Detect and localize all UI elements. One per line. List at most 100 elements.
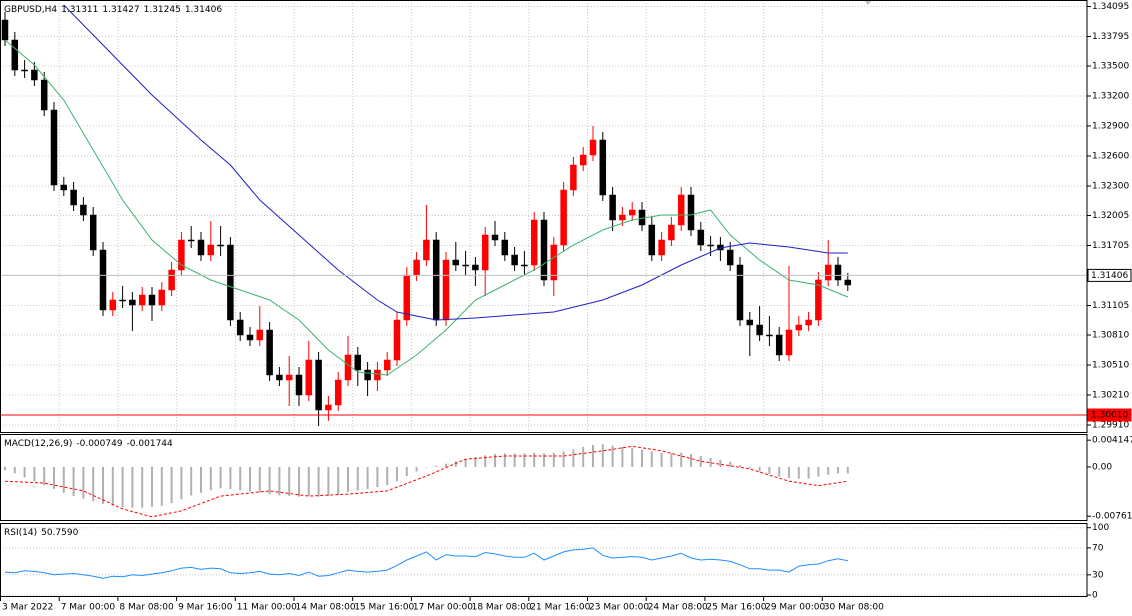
candle-body [766, 334, 773, 337]
y-tick-label: 1.33200 [1092, 92, 1129, 102]
candle-body [834, 264, 842, 281]
candle-body [442, 259, 450, 321]
candle-body [628, 209, 636, 216]
x-tick-label: 3 Mar 2022 [2, 603, 53, 613]
candle-body [560, 189, 567, 246]
candle-body [423, 239, 430, 261]
candle-body [119, 299, 126, 302]
x-tick-label: 14 Mar 08:00 [296, 603, 356, 613]
macd-bar [141, 466, 144, 508]
macd-bar [170, 466, 173, 504]
macd-bar [641, 449, 643, 467]
candle-body [374, 369, 381, 381]
price-label-box [1087, 268, 1132, 282]
macd-bar [366, 466, 369, 489]
macd-bar [778, 466, 781, 477]
candle-body [109, 299, 117, 311]
macd-bar [552, 452, 555, 467]
candle-body [756, 324, 763, 336]
x-tick-label: 23 Mar 00:00 [589, 603, 649, 613]
y-tick-label: 1.32005 [1092, 211, 1129, 221]
macd-bar [729, 461, 732, 467]
macd-bar [572, 449, 575, 467]
candle-body [168, 269, 175, 291]
candle-body [344, 354, 352, 381]
candle-body [736, 264, 744, 321]
macd-bar [23, 466, 26, 478]
candle-body [668, 224, 675, 241]
macd-bar [817, 466, 820, 477]
candle-body [1, 19, 9, 41]
x-tick-label: 17 Mar 00:00 [413, 603, 473, 613]
candle-body [148, 294, 156, 306]
macd-bar [180, 466, 183, 500]
ohlc-value: 1.31311 [61, 5, 98, 15]
candle-body [21, 69, 28, 72]
y-tick-label: 1.33500 [1092, 62, 1129, 72]
candle-body [619, 214, 626, 221]
x-tick-label: 7 Mar 00:00 [61, 603, 116, 613]
candle-body [599, 139, 607, 196]
panel-border [0, 434, 1088, 521]
candle-body [501, 239, 509, 256]
panel-border [0, 523, 1088, 597]
candle-body [138, 294, 146, 306]
candle-body [775, 334, 783, 356]
macd-bar [347, 466, 349, 493]
macd-bar [43, 466, 46, 486]
candle-body [413, 259, 420, 276]
macd-bar [151, 466, 153, 508]
candle-body [452, 259, 460, 266]
macd-bar [650, 451, 653, 467]
macd-bar [288, 466, 291, 497]
macd-bar [562, 451, 565, 467]
macd-bar [523, 453, 526, 467]
macd-bar [670, 453, 673, 467]
y-tick-label: 1.32300 [1092, 182, 1129, 192]
y-tick-label: 1.31105 [1092, 301, 1129, 311]
macd-bar [611, 445, 614, 467]
macd-signal [4, 445, 848, 518]
candle-body [60, 184, 68, 191]
macd-bar [797, 466, 800, 479]
macd-bar [837, 466, 839, 474]
candle-body [540, 219, 548, 281]
panel [0, 0, 1087, 432]
candle-body [707, 244, 714, 247]
candle-body [50, 109, 58, 186]
macd-bar [709, 457, 712, 467]
shift-marker [864, 0, 872, 5]
macd-bar [660, 452, 663, 467]
candle-body [129, 299, 136, 306]
macd-bar [356, 466, 359, 491]
macd-bar [690, 454, 692, 467]
candle-body [315, 359, 322, 411]
macd-bar [258, 466, 261, 493]
x-tick-label: 21 Mar 16:00 [530, 603, 590, 613]
macd-bar [758, 466, 761, 472]
macd-bar [788, 466, 790, 478]
macd-bar [229, 466, 232, 489]
y-tick-label: 1.31705 [1092, 241, 1129, 251]
y-tick-label: 1.34095 [1092, 2, 1129, 12]
macd-bar [298, 466, 300, 497]
y-tick-label: 1.29910 [1092, 421, 1129, 431]
macd-bar [513, 453, 516, 467]
ohlc-value: 1.31406 [185, 5, 222, 15]
candle-body [364, 369, 371, 381]
candle-body [726, 249, 734, 266]
y-tick-label: 30 [1092, 570, 1104, 580]
x-tick-label: 29 Mar 00:00 [765, 603, 825, 613]
macd-bar [307, 466, 310, 497]
candle-body [530, 219, 538, 266]
macd-bar [464, 459, 467, 467]
candle-body [609, 194, 616, 221]
candle-body [570, 164, 577, 191]
macd-bar [386, 466, 389, 486]
macd-bar [621, 446, 624, 467]
candle-body [11, 39, 19, 71]
candle-body [99, 249, 107, 311]
y-tick-label: 0.00 [1092, 462, 1112, 472]
indicator-value: -0.000749 [76, 439, 122, 449]
